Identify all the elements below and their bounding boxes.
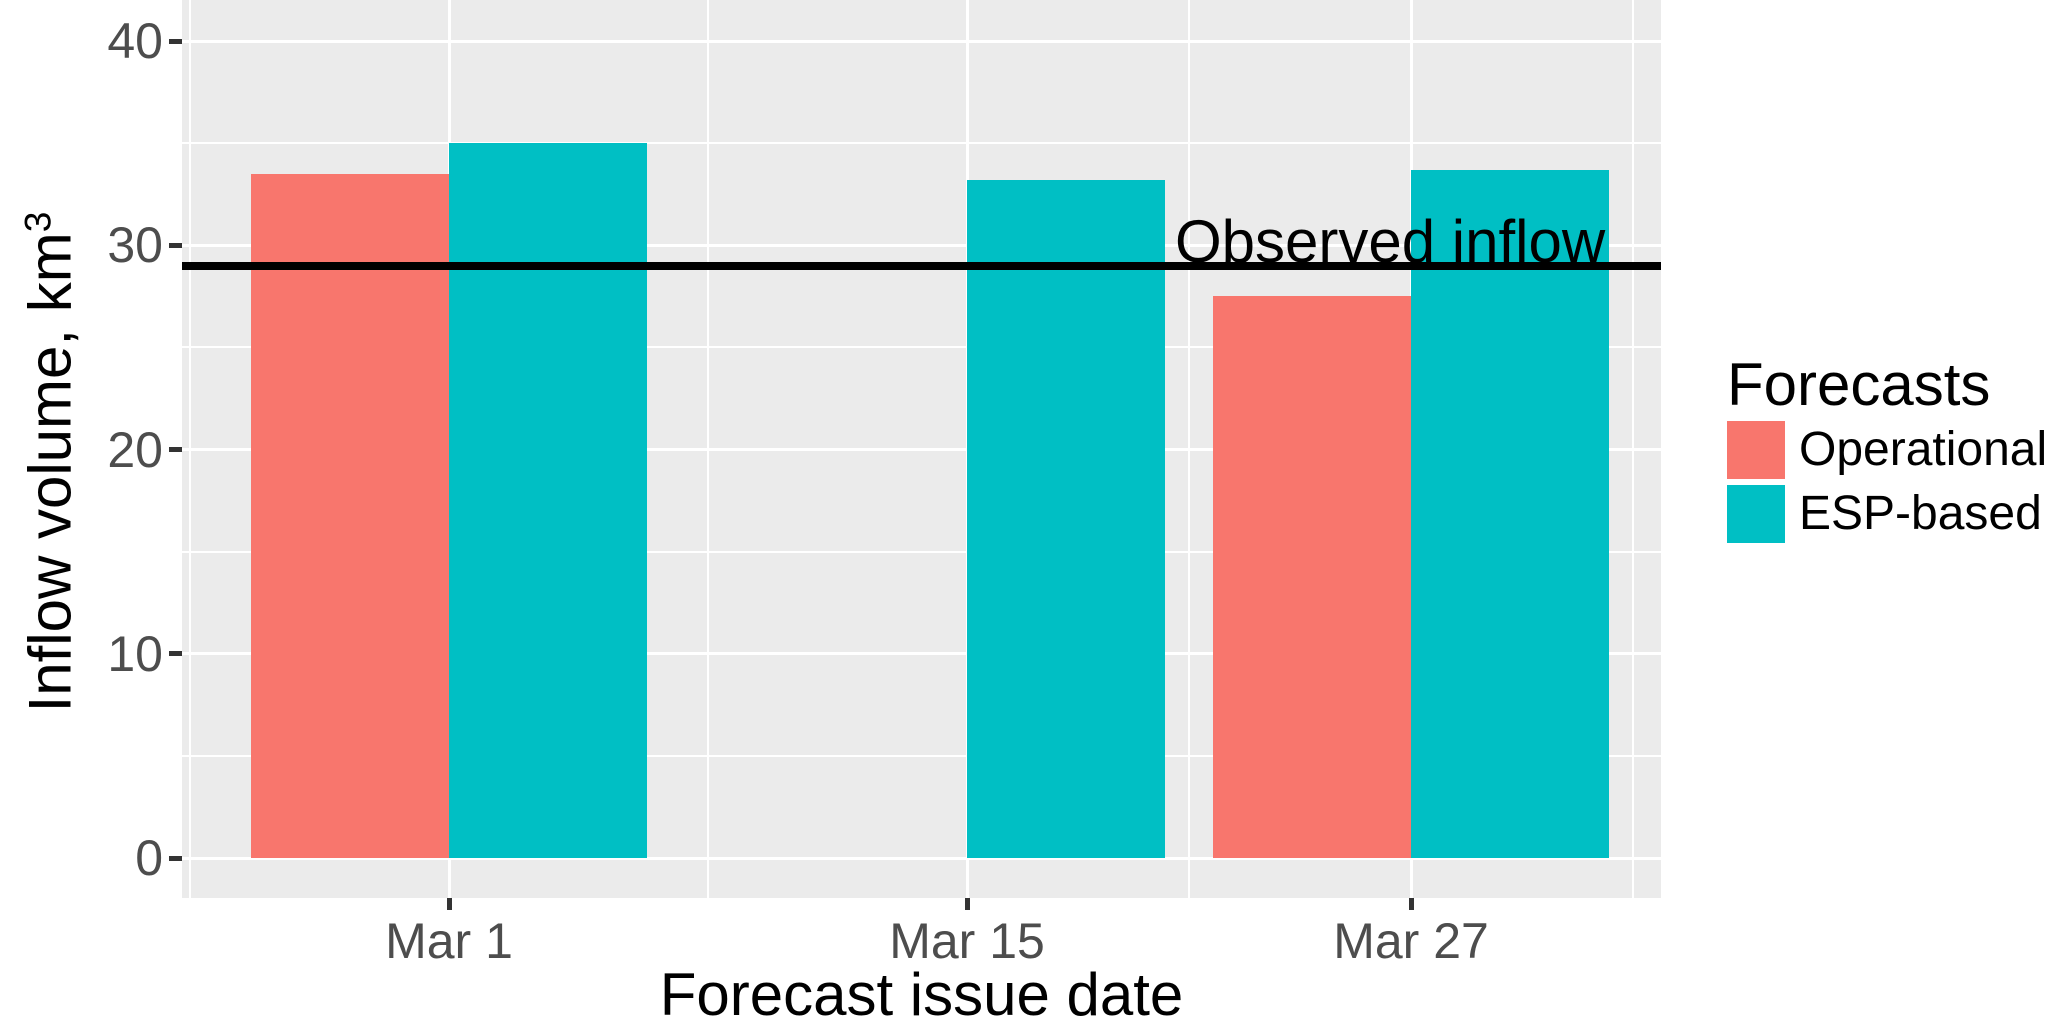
legend-label-esp-based: ESP-based	[1799, 487, 2042, 540]
x-tick-label-mar-1: Mar 1	[385, 913, 513, 969]
y-tick-mark-40	[169, 38, 182, 44]
bar-mar-27-operational	[1213, 296, 1411, 858]
legend-item-esp-based: ESP-based	[1727, 485, 2042, 543]
legend-swatch-esp-based	[1727, 485, 1785, 543]
y-tick-mark-30	[169, 242, 182, 248]
y-tick-mark-10	[169, 651, 182, 657]
observed-inflow-line	[182, 261, 1661, 270]
x-tick-mark-mar-27	[1408, 898, 1414, 910]
gridline-h-minor-35	[182, 142, 1661, 145]
bar-mar-15-esp-based	[967, 179, 1165, 858]
gridline-h-major-40	[182, 39, 1661, 43]
x-tick-mark-mar-15	[964, 898, 970, 910]
y-tick-label-20: 20	[107, 421, 163, 478]
observed-inflow-label: Observed inflow	[1175, 208, 1606, 275]
legend-swatch-operational	[1727, 421, 1785, 479]
gridline-h-minor-5	[182, 754, 1661, 757]
legend-item-operational: Operational	[1727, 421, 2047, 479]
y-tick-label-10: 10	[107, 625, 163, 682]
x-tick-label-mar-27: Mar 27	[1333, 913, 1489, 969]
y-axis-title: Inflow volume, km3	[4, 212, 83, 713]
y-tick-label-40: 40	[107, 13, 163, 69]
y-axis-title-superscript: 3	[16, 211, 59, 233]
legend-label-operational: Operational	[1799, 423, 2048, 476]
legend-title: Forecasts	[1727, 351, 1991, 418]
bar-mar-1-esp-based	[449, 143, 647, 858]
gridline-h-major-30	[182, 243, 1661, 247]
y-tick-label-30: 30	[107, 217, 163, 274]
gridline-h-major-20	[182, 448, 1661, 451]
x-tick-label-mar-15: Mar 15	[889, 913, 1045, 969]
x-axis-title: Forecast issue date	[659, 961, 1184, 1028]
gridline-h-minor-15	[182, 550, 1661, 553]
gridline-h-major-0	[182, 856, 1661, 860]
y-tick-label-0: 0	[135, 830, 163, 886]
y-axis-title-text: Inflow volume, km	[16, 232, 84, 713]
y-tick-mark-0	[169, 855, 182, 861]
bar-mar-1-operational	[251, 173, 449, 858]
x-tick-mark-mar-1	[446, 898, 452, 910]
gridline-h-minor-25	[182, 346, 1661, 349]
gridline-h-major-10	[182, 652, 1661, 656]
y-tick-mark-20	[169, 447, 182, 452]
bar-mar-27-esp-based	[1411, 169, 1609, 858]
